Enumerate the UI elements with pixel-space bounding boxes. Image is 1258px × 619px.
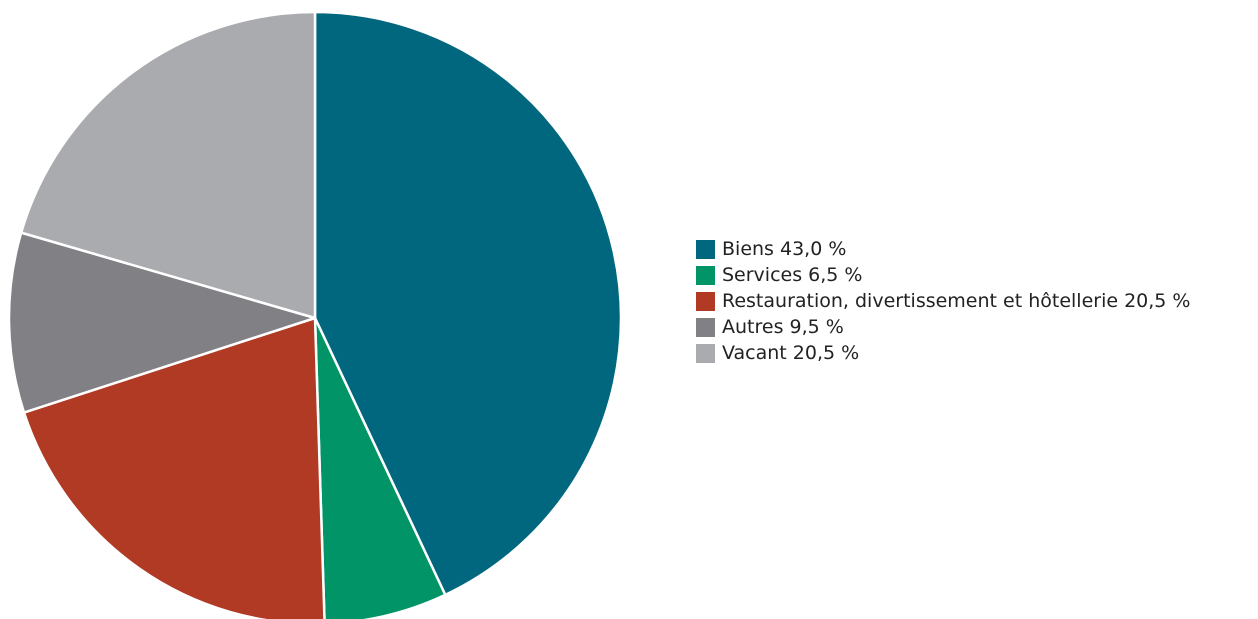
legend-swatch-autres <box>696 317 715 337</box>
legend-item-vacant: Vacant 20,5 % <box>696 340 1190 366</box>
pie-slice-services <box>313 316 447 619</box>
legend-swatch-services <box>696 265 715 285</box>
pie-slice-vacant <box>19 10 317 320</box>
legend-label-autres: Autres 9,5 % <box>722 316 844 338</box>
legend: Biens 43,0 % Services 6,5 % Restauration… <box>696 236 1190 366</box>
legend-swatch-vacant <box>696 343 715 363</box>
legend-swatch-restauration <box>696 291 715 311</box>
legend-item-autres: Autres 9,5 % <box>696 314 1190 340</box>
legend-swatch-biens <box>696 239 715 259</box>
legend-label-biens: Biens 43,0 % <box>722 238 847 260</box>
legend-label-services: Services 6,5 % <box>722 264 863 286</box>
legend-item-restauration: Restauration, divertissement et hôteller… <box>696 288 1190 314</box>
pie-slice-restauration <box>22 316 326 619</box>
pie-chart <box>7 10 623 619</box>
pie-slice-biens <box>313 10 623 597</box>
pie-slice-autres <box>7 231 317 414</box>
legend-label-vacant: Vacant 20,5 % <box>722 342 860 364</box>
legend-label-restauration: Restauration, divertissement et hôteller… <box>722 290 1191 312</box>
legend-item-services: Services 6,5 % <box>696 262 1190 288</box>
legend-item-biens: Biens 43,0 % <box>696 236 1190 262</box>
